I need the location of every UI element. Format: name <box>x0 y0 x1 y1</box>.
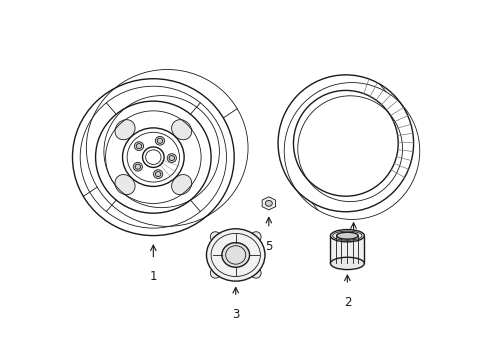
Text: 5: 5 <box>265 239 272 253</box>
Text: 4: 4 <box>350 248 357 261</box>
Ellipse shape <box>133 162 143 171</box>
Ellipse shape <box>153 170 163 179</box>
Ellipse shape <box>167 154 176 162</box>
Ellipse shape <box>172 120 192 140</box>
Ellipse shape <box>210 267 222 278</box>
Ellipse shape <box>222 243 249 267</box>
Ellipse shape <box>337 232 358 239</box>
Ellipse shape <box>155 136 165 145</box>
Ellipse shape <box>210 232 222 243</box>
Text: 2: 2 <box>343 296 351 309</box>
Text: 3: 3 <box>232 308 240 321</box>
Polygon shape <box>262 197 275 210</box>
Ellipse shape <box>249 267 261 278</box>
Ellipse shape <box>330 257 365 270</box>
FancyBboxPatch shape <box>330 236 365 264</box>
Ellipse shape <box>172 175 192 195</box>
Ellipse shape <box>330 230 365 242</box>
Ellipse shape <box>115 120 135 140</box>
Ellipse shape <box>249 232 261 243</box>
Ellipse shape <box>206 229 265 281</box>
Ellipse shape <box>266 201 272 206</box>
Ellipse shape <box>115 175 135 195</box>
Text: 1: 1 <box>149 270 157 283</box>
Ellipse shape <box>134 142 144 150</box>
